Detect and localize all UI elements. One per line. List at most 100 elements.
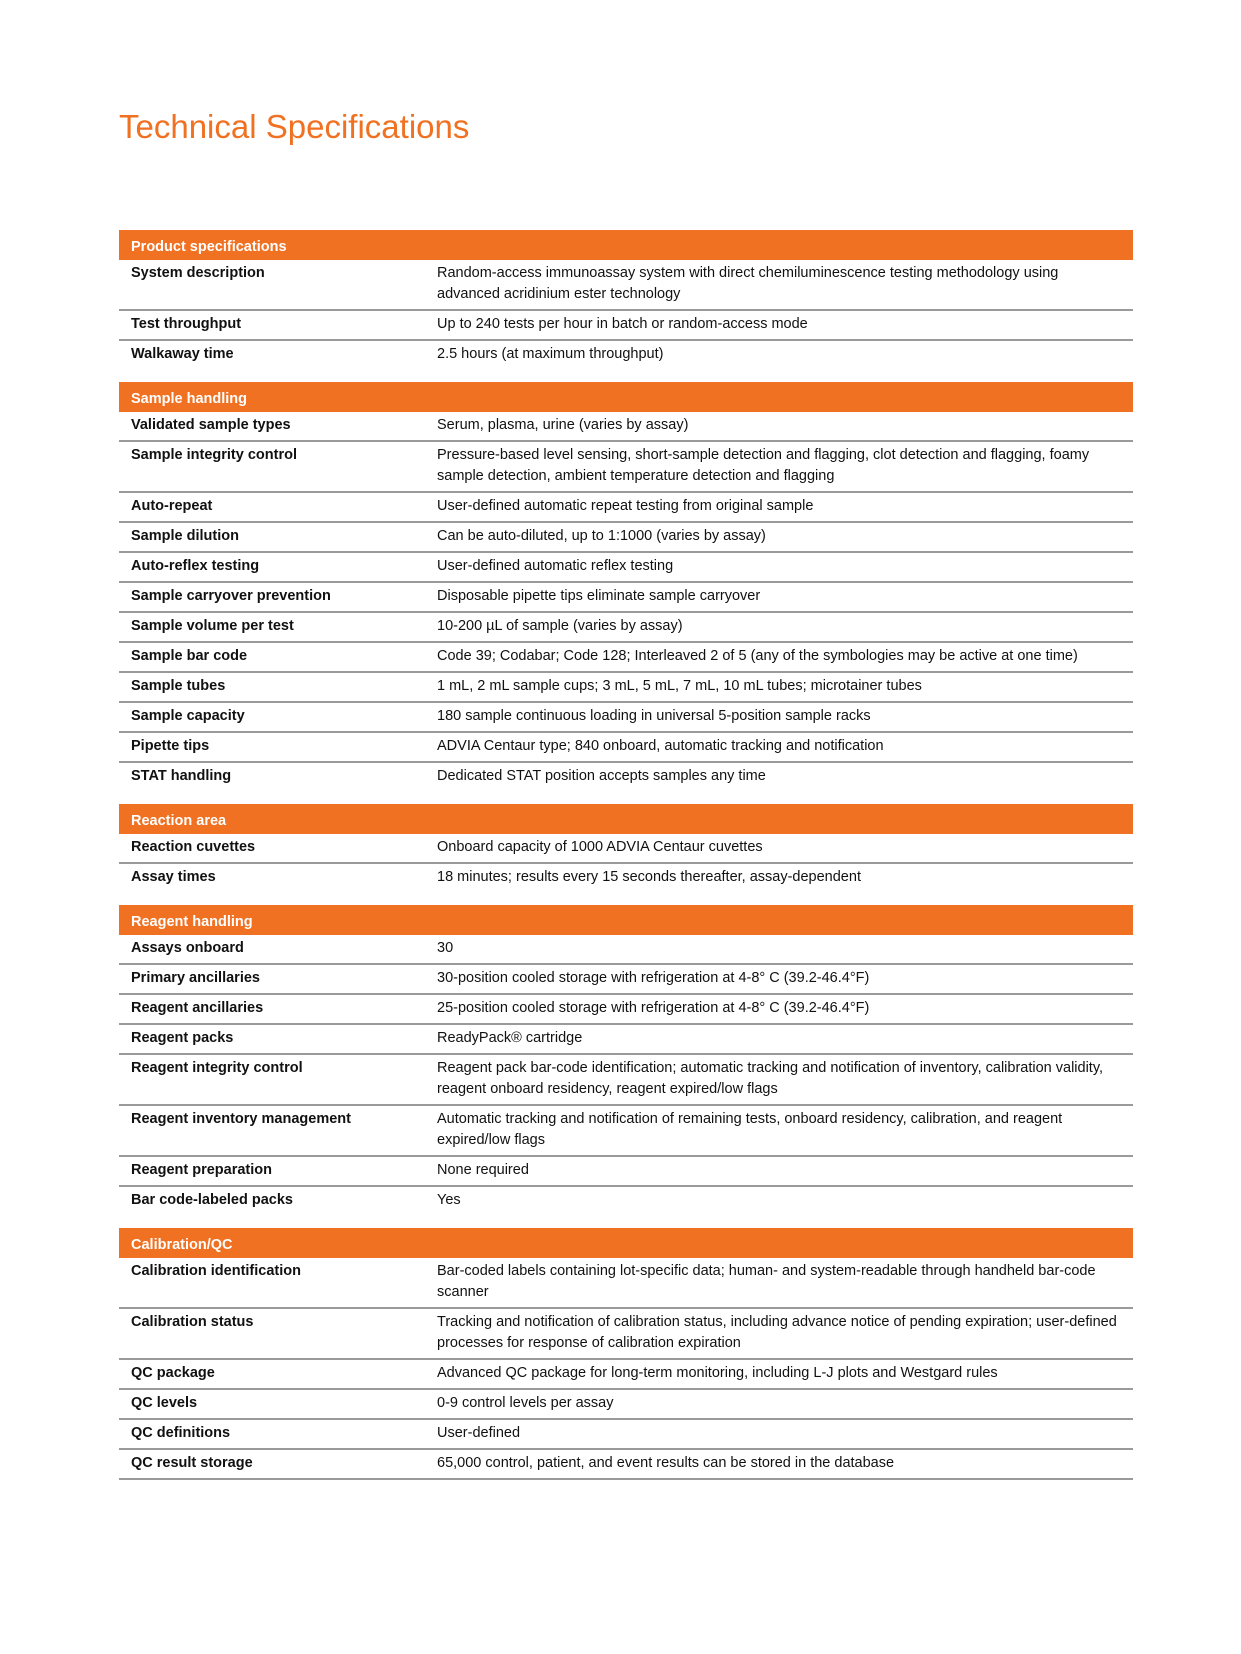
- row-label: Reaction cuvettes: [131, 839, 256, 855]
- spec-section: Reagent handling Assays onboard 30 Primary …: [119, 905, 1133, 1215]
- row-value: ReadyPack® cartridge: [437, 1030, 583, 1046]
- row-label: Reagent packs: [131, 1030, 234, 1046]
- row-value: User-defined: [437, 1425, 521, 1441]
- table-row: Sample bar code Code 39; Codabar; Code 12…: [119, 643, 1133, 673]
- row-value: Tracking and notification of calibration…: [437, 1314, 1117, 1351]
- row-value: Reagent pack bar-code identification; au…: [437, 1060, 1104, 1097]
- table-row: Sample tubes 1 mL, 2 mL sample cups; 3 mL…: [119, 673, 1133, 703]
- table-row: QC result storage 65,000 control, patient…: [119, 1450, 1133, 1480]
- row-label: Assay times: [131, 869, 216, 885]
- section-heading: Reagent handling: [119, 905, 1133, 935]
- row-value: None required: [437, 1162, 529, 1178]
- table-row: Pipette tips ADVIA Centaur type; 840 onbo…: [119, 733, 1133, 763]
- spec-section: Product specifications System description…: [119, 230, 1133, 369]
- section-heading: Calibration/QC: [119, 1228, 1133, 1258]
- row-label: QC definitions: [131, 1425, 231, 1441]
- table-row: STAT handling Dedicated STAT position acc…: [119, 763, 1133, 791]
- row-label: Calibration status: [131, 1314, 254, 1330]
- row-value: Automatic tracking and notification of r…: [437, 1111, 1063, 1148]
- row-value: 30: [437, 940, 454, 956]
- section-heading: Reaction area: [119, 804, 1133, 834]
- row-label: Reagent ancillaries: [131, 1000, 264, 1016]
- row-value: 65,000 control, patient, and event resul…: [437, 1455, 895, 1471]
- row-value: Advanced QC package for long-term monito…: [437, 1365, 998, 1381]
- row-value: 18 minutes; results every 15 seconds the…: [437, 869, 861, 885]
- page-title: Technical Specifications: [119, 108, 470, 145]
- row-value: 180 sample continuous loading in univers…: [437, 708, 871, 724]
- row-label: QC result storage: [131, 1455, 253, 1471]
- row-label: Sample bar code: [131, 648, 248, 664]
- row-value: ADVIA Centaur type; 840 onboard, automat…: [437, 738, 884, 754]
- table-row: QC package Advanced QC package for long-t…: [119, 1360, 1133, 1390]
- row-value: User-defined automatic repeat testing fr…: [437, 498, 814, 514]
- table-row: Validated sample types Serum, plasma, uri…: [119, 412, 1133, 442]
- row-label: Reagent preparation: [131, 1162, 272, 1178]
- table-row: Reagent integrity control Reagent pack ba…: [119, 1055, 1133, 1106]
- row-value: 0-9 control levels per assay: [437, 1395, 614, 1411]
- row-value: Can be auto-diluted, up to 1:1000 (varie…: [437, 528, 766, 544]
- table-row: Bar code-labeled packs Yes: [119, 1187, 1133, 1215]
- row-value: Random-access immunoassay system with di…: [437, 265, 1059, 302]
- spec-section: Reaction area Reaction cuvettes Onboard ca…: [119, 804, 1133, 892]
- table-row: Reaction cuvettes Onboard capacity of 100…: [119, 834, 1133, 864]
- row-label: Reagent inventory management: [131, 1111, 351, 1127]
- row-label: System description: [131, 265, 265, 281]
- row-label: Sample volume per test: [131, 618, 294, 634]
- table-row: Calibration identification Bar-coded labe…: [119, 1258, 1133, 1309]
- row-value: Onboard capacity of 1000 ADVIA Centaur c…: [437, 839, 763, 855]
- row-label: Walkaway time: [131, 346, 234, 362]
- table-row: Auto-reflex testing User-defined automati…: [119, 553, 1133, 583]
- table-row: Sample capacity 180 sample continuous loa…: [119, 703, 1133, 733]
- row-label: STAT handling: [131, 768, 232, 784]
- table-row: Reagent preparation None required: [119, 1157, 1133, 1187]
- section-heading: Product specifications: [119, 230, 1133, 260]
- row-label: Sample integrity control: [131, 447, 297, 463]
- table-row: Primary ancillaries 30-position cooled st…: [119, 965, 1133, 995]
- row-value: Disposable pipette tips eliminate sample…: [437, 588, 761, 604]
- row-value: 25-position cooled storage with refriger…: [437, 1000, 870, 1016]
- row-label: Sample capacity: [131, 708, 245, 724]
- table-row: Test throughput Up to 240 tests per hour …: [119, 311, 1133, 341]
- row-value: Dedicated STAT position accepts samples …: [437, 768, 766, 784]
- row-label: Bar code-labeled packs: [131, 1192, 293, 1208]
- row-value: 10-200 µL of sample (varies by assay): [437, 618, 683, 634]
- row-value: Yes: [437, 1192, 461, 1208]
- row-label: Assays onboard: [131, 940, 244, 956]
- row-label: Primary ancillaries: [131, 970, 260, 986]
- row-label: Calibration identification: [131, 1263, 301, 1279]
- table-row: QC levels 0-9 control levels per assay: [119, 1390, 1133, 1420]
- row-value: 1 mL, 2 mL sample cups; 3 mL, 5 mL, 7 mL…: [437, 678, 922, 694]
- table-row: Reagent ancillaries 25-position cooled st…: [119, 995, 1133, 1025]
- table-row: Reagent inventory management Automatic tr…: [119, 1106, 1133, 1157]
- table-row: Sample carryover prevention Disposable pi…: [119, 583, 1133, 613]
- row-value: Up to 240 tests per hour in batch or ran…: [437, 316, 808, 332]
- row-value: Code 39; Codabar; Code 128; Interleaved …: [437, 648, 1078, 664]
- row-value: 30-position cooled storage with refriger…: [437, 970, 870, 986]
- table-row: Calibration status Tracking and notificat…: [119, 1309, 1133, 1360]
- table-row: Walkaway time 2.5 hours (at maximum throu…: [119, 341, 1133, 369]
- row-label: Sample dilution: [131, 528, 239, 544]
- section-heading: Sample handling: [119, 382, 1133, 412]
- row-value: Bar-coded labels containing lot-specific…: [437, 1263, 1096, 1300]
- table-row: Reagent packs ReadyPack® cartridge: [119, 1025, 1133, 1055]
- row-value: Serum, plasma, urine (varies by assay): [437, 417, 689, 433]
- table-row: Sample integrity control Pressure-based l…: [119, 442, 1133, 493]
- row-label: QC levels: [131, 1395, 198, 1411]
- row-label: Sample tubes: [131, 678, 226, 694]
- row-label: Reagent integrity control: [131, 1060, 303, 1076]
- table-row: Assays onboard 30: [119, 935, 1133, 965]
- table-row: Sample dilution Can be auto-diluted, up t…: [119, 523, 1133, 553]
- table-row: QC definitions User-defined: [119, 1420, 1133, 1450]
- row-value: 2.5 hours (at maximum throughput): [437, 346, 664, 362]
- row-label: Sample carryover prevention: [131, 588, 331, 604]
- table-row: Sample volume per test 10-200 µL of sampl…: [119, 613, 1133, 643]
- table-row: System description Random-access immunoas…: [119, 260, 1133, 311]
- row-label: Pipette tips: [131, 738, 210, 754]
- row-label: Auto-reflex testing: [131, 558, 260, 574]
- row-value: Pressure-based level sensing, short-samp…: [437, 447, 1090, 484]
- row-label: Auto-repeat: [131, 498, 213, 514]
- row-label: QC package: [131, 1365, 215, 1381]
- table-row: Assay times 18 minutes; results every 15 …: [119, 864, 1133, 892]
- spec-section: Calibration/QC Calibration identification…: [119, 1228, 1133, 1480]
- table-row: Auto-repeat User-defined automatic repeat…: [119, 493, 1133, 523]
